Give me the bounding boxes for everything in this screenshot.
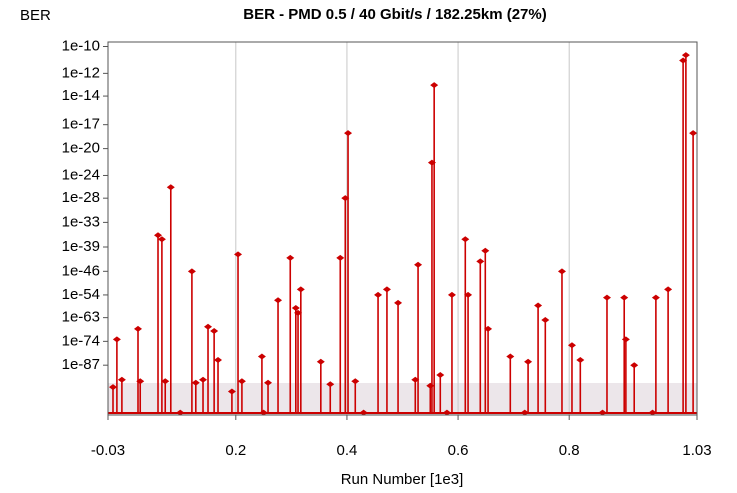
x-tick-label: 1.03: [682, 442, 711, 459]
stem-marker: [394, 299, 403, 306]
stem-marker: [506, 353, 515, 360]
stem-marker: [227, 388, 236, 395]
stem-marker: [436, 372, 445, 379]
stem-marker: [524, 358, 533, 365]
stem-marker: [204, 323, 213, 330]
stem-marker: [651, 294, 660, 301]
stem-marker: [112, 336, 121, 343]
x-axis-label: Run Number [1e3]: [341, 471, 464, 488]
y-tick-label: 1e-12: [62, 64, 100, 81]
stem-marker: [630, 362, 639, 369]
stem-marker: [259, 409, 268, 416]
y-tick-label: 1e-74: [62, 332, 100, 349]
stem-marker: [199, 376, 208, 383]
x-tick-label: 0.8: [559, 442, 580, 459]
stem-marker: [664, 286, 673, 293]
stem-marker: [447, 291, 456, 298]
y-tick-label: 1e-39: [62, 238, 100, 255]
stem-marker: [598, 409, 607, 416]
y-tick-label: 1e-33: [62, 213, 100, 230]
stem-marker: [648, 409, 657, 416]
stem-marker: [316, 358, 325, 365]
stem-marker: [464, 291, 473, 298]
x-tick-label: 0.4: [337, 442, 358, 459]
stem-marker: [621, 336, 630, 343]
stem-marker: [161, 378, 170, 385]
stem-marker: [344, 130, 353, 137]
stem-marker: [461, 236, 470, 243]
grid: [103, 42, 698, 420]
stem-marker: [257, 353, 266, 360]
stem-marker: [351, 378, 360, 385]
stem-marker: [481, 247, 490, 254]
y-tick-label: 1e-20: [62, 140, 100, 157]
chart-title: BER - PMD 0.5 / 40 Gbit/s / 182.25km (27…: [243, 6, 546, 23]
stem-marker: [476, 258, 485, 265]
stem-marker: [336, 254, 345, 261]
stem-marker: [176, 409, 185, 416]
stem-marker: [557, 268, 566, 275]
stem-marker: [210, 328, 219, 335]
x-tick-label: -0.03: [91, 442, 125, 459]
stem-marker: [541, 316, 550, 323]
stem-marker: [234, 251, 243, 258]
stem-marker: [567, 342, 576, 349]
stem-marker: [134, 325, 143, 332]
stem-marker: [382, 286, 391, 293]
stem-marker: [291, 304, 300, 311]
stem-marker: [117, 376, 126, 383]
stem-marker: [430, 82, 439, 89]
stem-marker: [264, 379, 273, 386]
y-tick-label: 1e-24: [62, 166, 100, 183]
stem-marker: [214, 357, 223, 364]
stem-marker: [136, 378, 145, 385]
stem-marker: [576, 357, 585, 364]
y-tick-label: 1e-28: [62, 189, 100, 206]
y-tick-label: 1e-87: [62, 356, 100, 373]
y-tick-label: 1e-10: [62, 37, 100, 54]
stem-marker: [166, 184, 175, 191]
stem-marker: [484, 325, 493, 332]
stem-marker: [191, 379, 200, 386]
y-tick-label: 1e-17: [62, 116, 100, 133]
stem-marker: [681, 52, 690, 59]
stem-marker: [442, 409, 451, 416]
marks: [108, 52, 698, 416]
corner-label: BER: [20, 7, 51, 24]
y-tick-label: 1e-14: [62, 87, 100, 104]
stem-marker: [534, 302, 543, 309]
y-tick-label: 1e-63: [62, 309, 100, 326]
lower-band: [108, 383, 697, 415]
plot-frame: [107, 41, 698, 416]
stem-marker: [237, 378, 246, 385]
x-tick-label: 0.6: [448, 442, 469, 459]
stem-marker: [620, 294, 629, 301]
y-tick-label: 1e-54: [62, 286, 100, 303]
stem-marker: [689, 130, 698, 137]
stem-marker: [326, 381, 335, 388]
stem-marker: [154, 232, 163, 239]
stem-marker: [274, 297, 283, 304]
x-tick-label: 0.2: [225, 442, 246, 459]
y-tick-label: 1e-46: [62, 262, 100, 279]
stem-marker: [602, 294, 611, 301]
stem-marker: [157, 236, 166, 243]
stem-marker: [374, 291, 383, 298]
stem-marker: [187, 268, 196, 275]
stem-marker: [359, 409, 368, 416]
stem-marker: [520, 409, 529, 416]
plot-area: [108, 42, 697, 415]
stem-marker: [286, 254, 295, 261]
stem-marker: [109, 384, 118, 391]
stem-marker: [414, 261, 423, 268]
stem-marker: [296, 286, 305, 293]
